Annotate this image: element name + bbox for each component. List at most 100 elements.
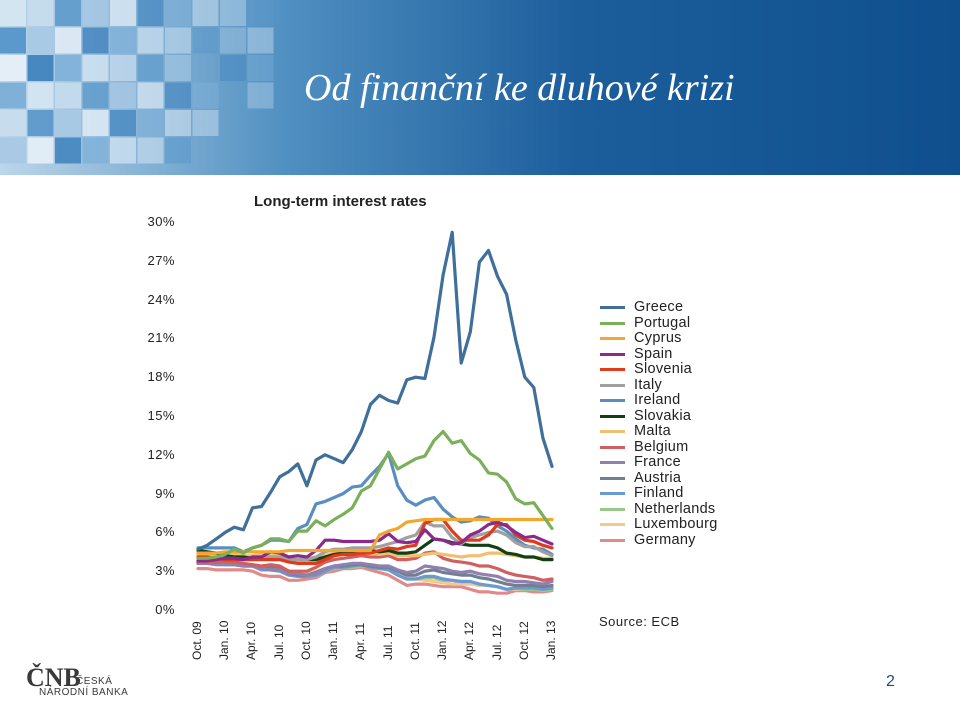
x-tick-label: Jan. 11 <box>326 621 341 660</box>
y-tick-label: 24% <box>147 291 175 307</box>
legend-label: Slovakia <box>634 407 692 424</box>
legend-swatch <box>600 383 625 387</box>
legend-label: Finland <box>634 485 684 502</box>
x-tick-label: Jul. 10 <box>271 624 286 660</box>
legend-label: Spain <box>634 345 673 362</box>
mosaic-tile <box>55 27 81 54</box>
mosaic-tile <box>55 110 81 136</box>
mosaic-tile <box>247 0 274 26</box>
page-number: 2 <box>886 673 895 690</box>
legend-swatch <box>600 337 625 341</box>
mosaic-tile <box>0 27 26 54</box>
mosaic-tile <box>247 55 274 81</box>
mosaic-tile <box>55 82 81 109</box>
mosaic-tile <box>82 110 109 136</box>
mosaic-tile <box>27 27 54 54</box>
banner-mosaic <box>0 0 274 164</box>
legend-swatch <box>600 461 625 465</box>
legend-label: Netherlands <box>634 500 716 517</box>
x-tick-label: Oct. 10 <box>298 621 313 660</box>
mosaic-tile <box>27 137 54 164</box>
series-line-cyprus <box>196 517 554 555</box>
mosaic-tile <box>55 137 81 164</box>
mosaic-tile <box>192 0 219 26</box>
mosaic-tile <box>165 82 191 109</box>
x-tick-label: Jan. 10 <box>217 620 232 660</box>
mosaic-tile <box>137 137 164 164</box>
legend-item: Ireland <box>600 393 718 409</box>
legend-label: Slovenia <box>634 361 693 378</box>
y-tick-label: 15% <box>147 408 175 423</box>
series-line-malta <box>196 550 554 560</box>
mosaic-tile <box>247 82 274 109</box>
mosaic-tile <box>137 82 164 109</box>
legend-swatch <box>600 414 625 418</box>
legend-label: Malta <box>634 423 671 440</box>
legend-item: Luxembourg <box>600 517 718 533</box>
legend-item: Cyprus <box>600 331 718 347</box>
series-line-italy <box>196 520 554 562</box>
y-tick-label: 3% <box>155 563 175 579</box>
legend-swatch <box>600 523 625 527</box>
legend-item: Slovenia <box>600 362 718 378</box>
y-tick-label: 21% <box>147 330 175 346</box>
legend-item: Italy <box>600 377 718 394</box>
mosaic-tile <box>165 137 191 164</box>
mosaic-tile <box>55 0 81 26</box>
y-tick-label: 12% <box>147 446 175 462</box>
mosaic-tile <box>192 110 219 136</box>
mosaic-tile <box>27 82 54 109</box>
mosaic-tile <box>0 0 26 26</box>
series-line-slovakia <box>196 537 554 562</box>
legend-swatch <box>600 476 625 480</box>
mosaic-tile <box>110 55 136 81</box>
mosaic-tile <box>192 82 219 109</box>
legend-item: Portugal <box>600 315 718 332</box>
chart-title: Long-term interest rates <box>254 193 427 210</box>
y-tick-label: 0% <box>155 602 175 617</box>
mosaic-tile <box>82 0 109 26</box>
mosaic-tile <box>220 0 246 26</box>
mosaic-tile <box>0 137 26 164</box>
legend-item: Spain <box>600 345 718 363</box>
legend-item: Germany <box>600 531 718 549</box>
mosaic-tile <box>137 55 164 81</box>
y-tick-label: 18% <box>147 369 175 385</box>
legend-swatch <box>600 368 625 372</box>
cnb-logo-line1: ČESKÁ <box>76 676 113 687</box>
series-line-ireland <box>196 451 554 557</box>
mosaic-tile <box>137 0 164 26</box>
mosaic-tile <box>82 55 109 81</box>
x-tick-label: Oct. 12 <box>516 621 531 660</box>
mosaic-tile <box>110 82 136 109</box>
legend-item: Greece <box>600 300 718 316</box>
legend-label: France <box>634 454 681 471</box>
legend-item: Malta <box>600 424 718 440</box>
mosaic-tile <box>247 27 274 54</box>
x-tick-label: Apr. 12 <box>462 621 477 660</box>
series-line-greece <box>196 230 554 551</box>
series-line-spain <box>196 520 554 563</box>
header-banner: Od finanční ke dluhové krizi <box>0 0 960 175</box>
chart-legend: Greece Portugal Cyprus Spain Slovenia Italy Ir… <box>600 300 718 548</box>
x-tick-label: Jan. 12 <box>435 620 450 660</box>
mosaic-tile <box>137 110 164 136</box>
legend-swatch <box>600 399 625 403</box>
series-line-belgium <box>196 550 554 582</box>
slide-title: Od finanční ke dluhové krizi <box>304 67 735 109</box>
legend-label: Cyprus <box>634 330 682 347</box>
x-tick-label: Oct. 11 <box>407 622 422 660</box>
source-note: Source: ECB <box>599 614 680 629</box>
legend-item: Slovakia <box>600 407 718 425</box>
x-tick-label: Jul. 12 <box>489 624 504 660</box>
y-tick-label: 9% <box>155 485 175 501</box>
legend-label: Luxembourg <box>634 516 718 533</box>
mosaic-tile <box>82 82 109 109</box>
series-line-portugal <box>196 429 554 560</box>
legend-swatch <box>600 538 625 542</box>
legend-item: Finland <box>600 486 718 502</box>
cnb-logo: ČNB ČESKÁ NÁRODNÍ BANKA <box>26 662 128 707</box>
legend-label: Greece <box>634 299 684 316</box>
legend-label: Germany <box>634 531 696 548</box>
y-tick-label: 6% <box>155 524 175 540</box>
